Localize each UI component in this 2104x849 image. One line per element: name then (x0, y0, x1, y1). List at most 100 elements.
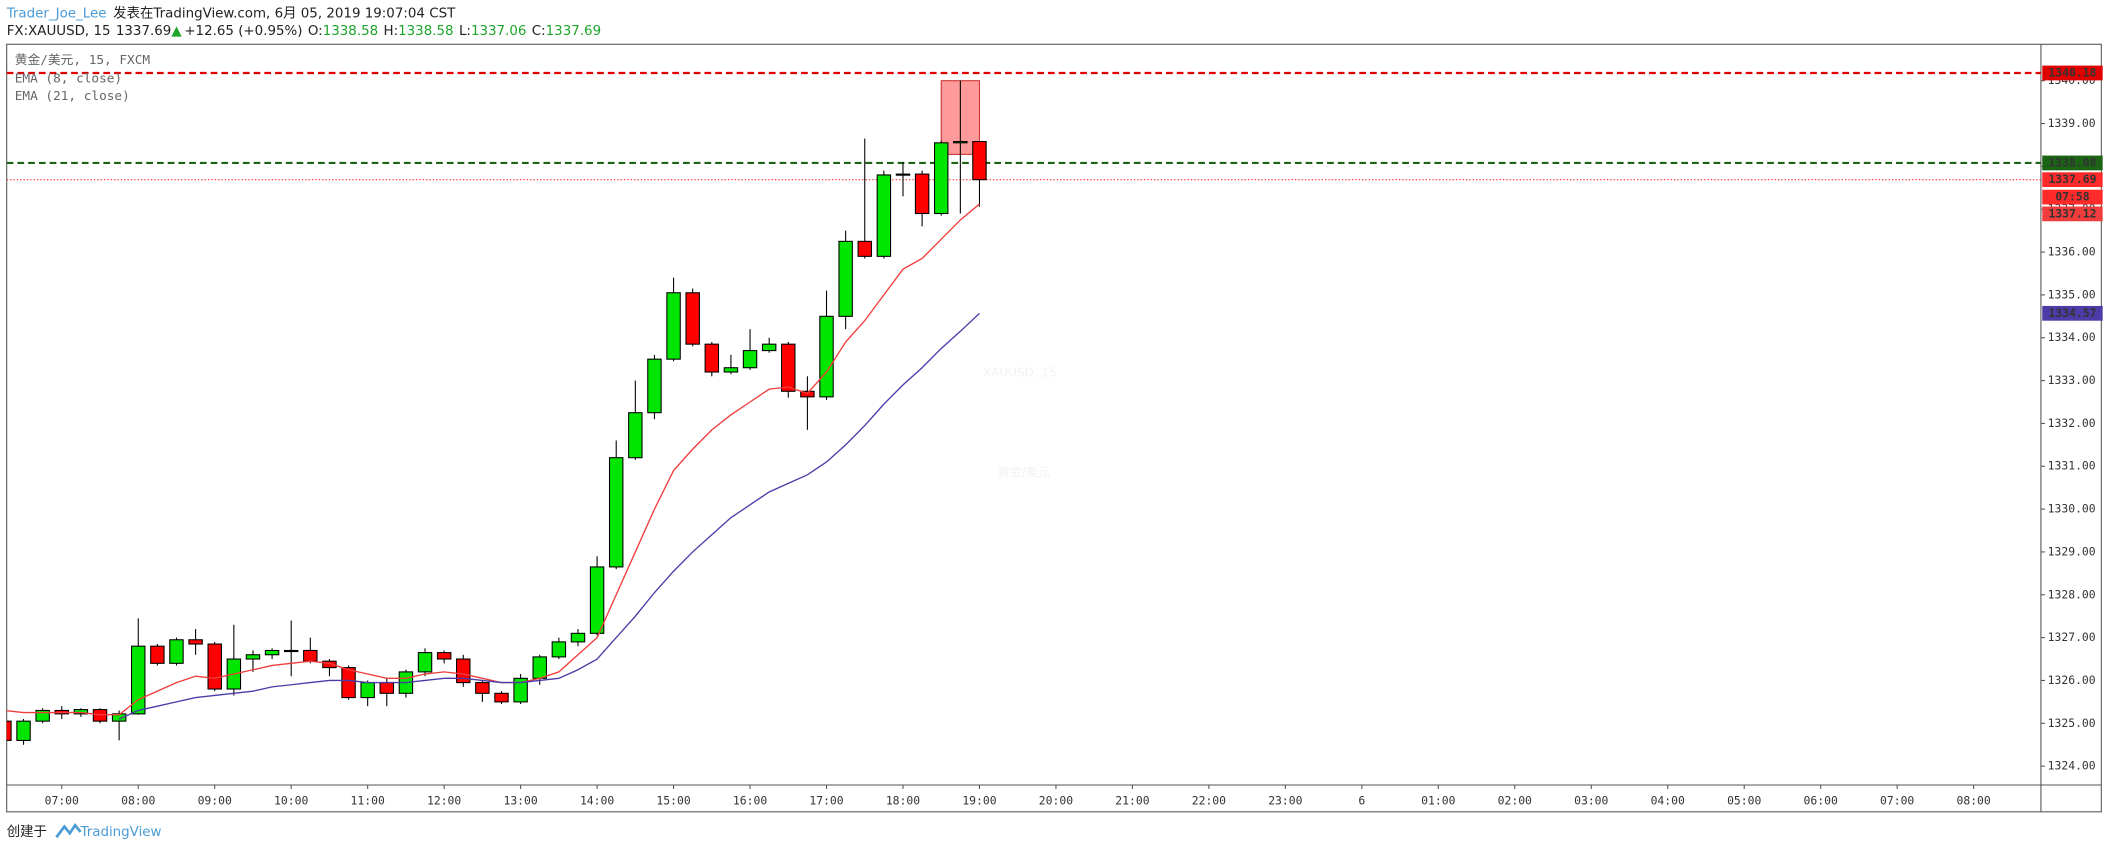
watermark: XAUUSD, 15 (983, 366, 1057, 380)
ohlc-value: 1338.58 (323, 24, 378, 39)
author[interactable]: Trader_Joe_Lee (6, 6, 107, 21)
ema-tag-label: 1334.57 (2048, 306, 2096, 320)
candle-body (131, 645, 146, 715)
legend-entry[interactable]: EMA (8, close) (15, 72, 122, 87)
y-tick-label: 1336.00 (2048, 245, 2096, 259)
candle-body (475, 682, 490, 694)
candle-body (245, 654, 261, 660)
candle-body (35, 709, 50, 722)
candle-body (436, 652, 452, 660)
x-tick-label: 14:00 (580, 794, 614, 808)
y-tick-label: 1334.00 (2048, 330, 2096, 344)
x-tick-label: 19:00 (962, 794, 996, 808)
x-tick-label: 22:00 (1192, 794, 1226, 808)
y-tick-label: 1325.00 (2048, 716, 2096, 730)
ohlc-label: O: (308, 24, 323, 39)
x-tick-label: 12:00 (427, 794, 461, 808)
candle-body (628, 412, 643, 459)
y-tick-label: 1333.00 (2048, 373, 2096, 387)
arrow: ▲ (171, 24, 182, 39)
ohlc-value: 1338.58 (398, 24, 453, 39)
x-tick-label: 18:00 (886, 794, 920, 808)
price-tag-label: 1337.69 (2048, 172, 2096, 186)
legend-entry[interactable]: EMA (21, close) (15, 89, 130, 104)
x-tick-label: 09:00 (198, 794, 232, 808)
footer-brand[interactable]: TradingView (80, 825, 162, 840)
candle-body (283, 649, 299, 653)
candle-body (16, 720, 31, 741)
symbol: FX:XAUUSD, 15 (7, 24, 111, 39)
x-tick-label: 08:00 (1956, 794, 1990, 808)
x-tick-label: 11:00 (351, 794, 385, 808)
candle-body (6, 720, 12, 741)
candle-body (761, 343, 777, 352)
candle-body (819, 315, 834, 398)
y-tick-label: 1330.00 (2048, 502, 2096, 516)
x-tick-label: 21:00 (1115, 794, 1149, 808)
candle-body (704, 343, 720, 373)
y-tick-label: 1326.00 (2048, 673, 2096, 687)
candle-body (647, 358, 662, 414)
candle-body (532, 656, 547, 679)
candle-body (73, 709, 89, 715)
x-tick-label: 15:00 (656, 794, 690, 808)
y-tick-label: 1327.00 (2048, 630, 2096, 644)
candle-body (742, 350, 758, 369)
price-tag (2042, 172, 2103, 188)
header-line-1: Trader_Joe_Lee 发表在TradingView.com, 6月 05,… (6, 5, 456, 21)
y-tick-label: 1332.00 (2048, 416, 2096, 430)
candle-body (895, 173, 911, 176)
x-tick-label: 04:00 (1651, 794, 1685, 808)
price-tag (2042, 65, 2103, 81)
x-tick-label: 01:00 (1421, 794, 1455, 808)
candle-body (169, 639, 184, 664)
candle-body (303, 649, 318, 662)
x-tick-label: 20:00 (1039, 794, 1073, 808)
candle-body (188, 639, 203, 645)
y-tick-label: 1339.00 (2048, 116, 2096, 130)
header-line-2: FX:XAUUSD, 15 1337.69▲ +12.65 (+0.95%) O:13… (7, 24, 601, 39)
watermark: 黄金/美元 (998, 464, 1050, 479)
candle-body (666, 292, 681, 360)
countdown-tag (2042, 189, 2103, 205)
candle-body (857, 240, 872, 257)
x-tick-label: 10:00 (274, 794, 308, 808)
x-tick-label: 02:00 (1498, 794, 1532, 808)
candle-body (150, 645, 165, 664)
ohlc-label: C: (532, 24, 546, 39)
candle-body (494, 692, 509, 703)
ohlc-value: 1337.06 (471, 24, 526, 39)
candle-body (264, 649, 280, 656)
y-tick-label: 1328.00 (2048, 587, 2096, 601)
frame (6, 43, 2102, 813)
candle-body (322, 660, 337, 669)
price-tag-label: 1340.18 (2048, 65, 2096, 79)
price-tag-label: 1338.08 (2048, 155, 2096, 169)
ema-tag (2042, 305, 2103, 321)
x-tick-label: 05:00 (1727, 794, 1761, 808)
ema-line (118, 312, 980, 720)
candle-body (207, 643, 222, 690)
x-tick-label: 17:00 (809, 794, 843, 808)
candle-body (608, 457, 624, 568)
x-tick-label: 23:00 (1268, 794, 1302, 808)
footer-created: 创建于 (7, 824, 47, 840)
candle-body (360, 682, 375, 699)
x-tick-label: 07:00 (1880, 794, 1914, 808)
brand-logo (55, 822, 82, 839)
candle-body (838, 240, 853, 317)
price-tag (2042, 155, 2103, 171)
ohlc-label: H: (384, 24, 399, 39)
candle-body (589, 566, 605, 634)
ema-line (6, 203, 980, 716)
plot-area (6, 71, 2041, 745)
x-tick-label: 6 (1358, 794, 1365, 808)
candle-body (914, 173, 930, 215)
candle-body (723, 367, 739, 373)
candle-body (781, 343, 796, 392)
candle-body (876, 174, 892, 257)
x-tick-label: 08:00 (121, 794, 155, 808)
candle-body (513, 677, 528, 703)
candle-body (953, 140, 968, 144)
